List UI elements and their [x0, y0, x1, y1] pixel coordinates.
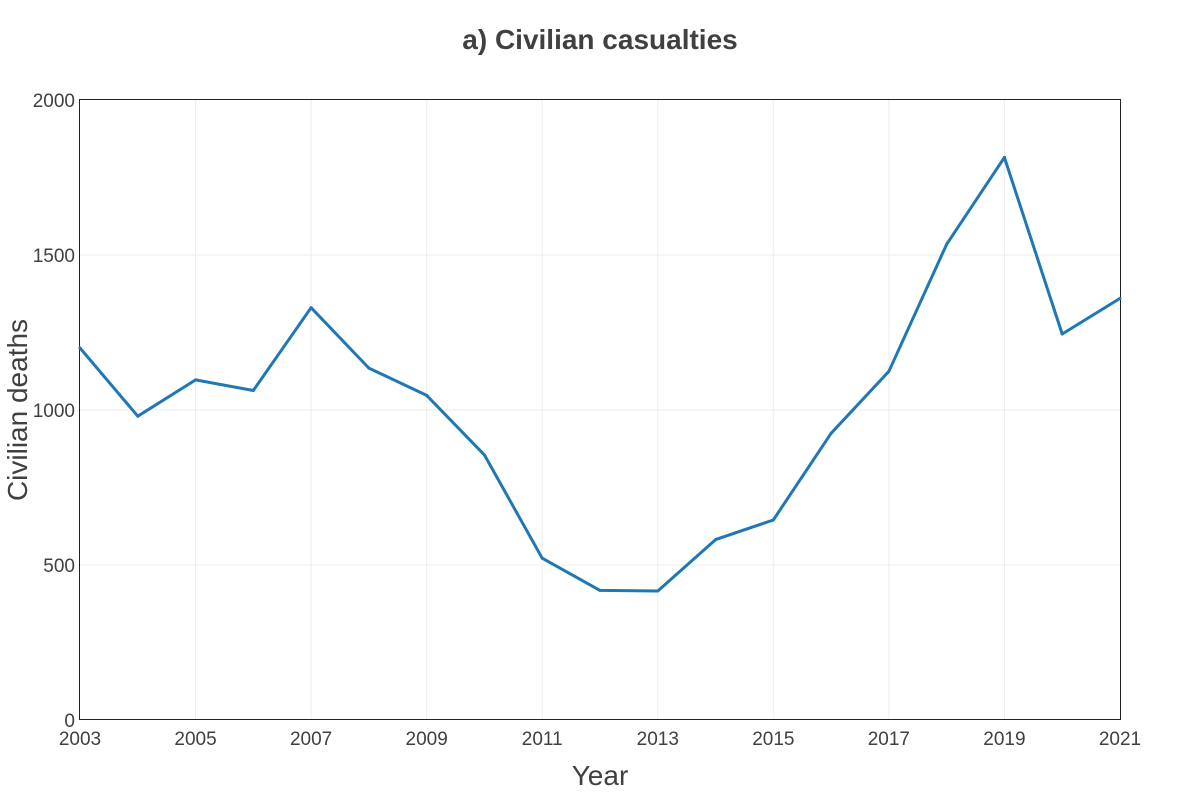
data-point: [251, 388, 255, 392]
y-tick-label: 1000: [33, 401, 75, 422]
series-line: [78, 155, 1122, 593]
data-point: [1002, 155, 1006, 159]
x-tick-label: 2011: [522, 729, 563, 750]
plot-area-frame: [79, 99, 1121, 720]
y-tick-label: 2000: [33, 91, 75, 112]
data-point: [1118, 296, 1122, 300]
grid: [80, 100, 1120, 720]
data-point: [1060, 332, 1064, 336]
y-tick-label: 500: [43, 556, 75, 577]
data-point: [367, 366, 371, 370]
data-point: [194, 378, 198, 382]
data-point: [425, 393, 429, 397]
y-axis-label: Civilian deaths: [2, 319, 33, 501]
data-point: [714, 538, 718, 542]
x-tick-label: 2005: [174, 729, 216, 750]
x-tick-label: 2003: [59, 729, 101, 750]
x-tick-label: 2015: [752, 729, 794, 750]
x-tick-label: 2021: [1099, 729, 1141, 750]
y-tick-label: 1500: [33, 246, 75, 267]
x-tick-label: 2013: [637, 729, 679, 750]
data-point: [78, 346, 82, 350]
y-tick-label: 0: [64, 711, 75, 732]
x-tick-label: 2019: [983, 729, 1025, 750]
data-point: [482, 453, 486, 457]
data-point: [540, 556, 544, 560]
data-point: [136, 414, 140, 418]
chart-title: a) Civilian casualties: [462, 24, 737, 55]
data-point: [887, 369, 891, 373]
x-tick-label: 2007: [290, 729, 332, 750]
y-axis-ticks: 0 500 1000 1500 2000: [33, 91, 75, 732]
data-point: [771, 518, 775, 522]
x-axis-label: Year: [572, 760, 629, 791]
series-layer: [78, 155, 1122, 593]
data-point: [656, 589, 660, 593]
data-point: [309, 306, 313, 310]
data-point: [945, 242, 949, 246]
data-point: [829, 431, 833, 435]
x-tick-label: 2017: [868, 729, 910, 750]
x-axis-ticks: 2003 2005 2007 2009 2011 2013 2015 2017 2019 2021: [59, 729, 1141, 750]
data-point: [598, 588, 602, 592]
x-tick-label: 2009: [406, 729, 448, 750]
